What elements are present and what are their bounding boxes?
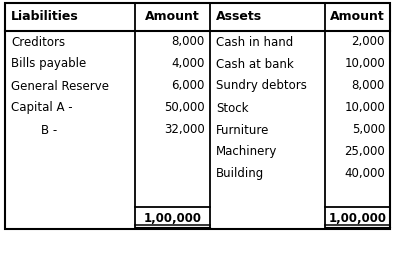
Text: 4,000: 4,000 — [171, 57, 205, 70]
Text: 1,00,000: 1,00,000 — [143, 212, 201, 224]
Text: Assets: Assets — [216, 11, 262, 23]
Text: 2,000: 2,000 — [352, 36, 385, 48]
Text: Building: Building — [216, 168, 264, 181]
Text: B -: B - — [11, 123, 57, 137]
Text: 25,000: 25,000 — [344, 146, 385, 159]
Text: Creditors: Creditors — [11, 36, 65, 48]
Text: 8,000: 8,000 — [352, 79, 385, 92]
Text: 10,000: 10,000 — [344, 101, 385, 115]
Text: Stock: Stock — [216, 101, 248, 115]
Text: Bills payable: Bills payable — [11, 57, 86, 70]
Bar — [5, 3, 390, 229]
Text: Sundry debtors: Sundry debtors — [216, 79, 307, 92]
Text: Cash in hand: Cash in hand — [216, 36, 293, 48]
Text: Machinery: Machinery — [216, 146, 277, 159]
Text: 32,000: 32,000 — [164, 123, 205, 137]
Text: 5,000: 5,000 — [352, 123, 385, 137]
Text: Amount: Amount — [145, 11, 200, 23]
Text: 1,00,000: 1,00,000 — [329, 212, 386, 224]
Text: 40,000: 40,000 — [344, 168, 385, 181]
Text: Amount: Amount — [330, 11, 385, 23]
Text: Furniture: Furniture — [216, 123, 269, 137]
Text: Capital A -: Capital A - — [11, 101, 73, 115]
Text: General Reserve: General Reserve — [11, 79, 109, 92]
Text: 8,000: 8,000 — [172, 36, 205, 48]
Text: Liabilities: Liabilities — [11, 11, 79, 23]
Text: 10,000: 10,000 — [344, 57, 385, 70]
Text: 50,000: 50,000 — [164, 101, 205, 115]
Text: Cash at bank: Cash at bank — [216, 57, 294, 70]
Text: 6,000: 6,000 — [171, 79, 205, 92]
